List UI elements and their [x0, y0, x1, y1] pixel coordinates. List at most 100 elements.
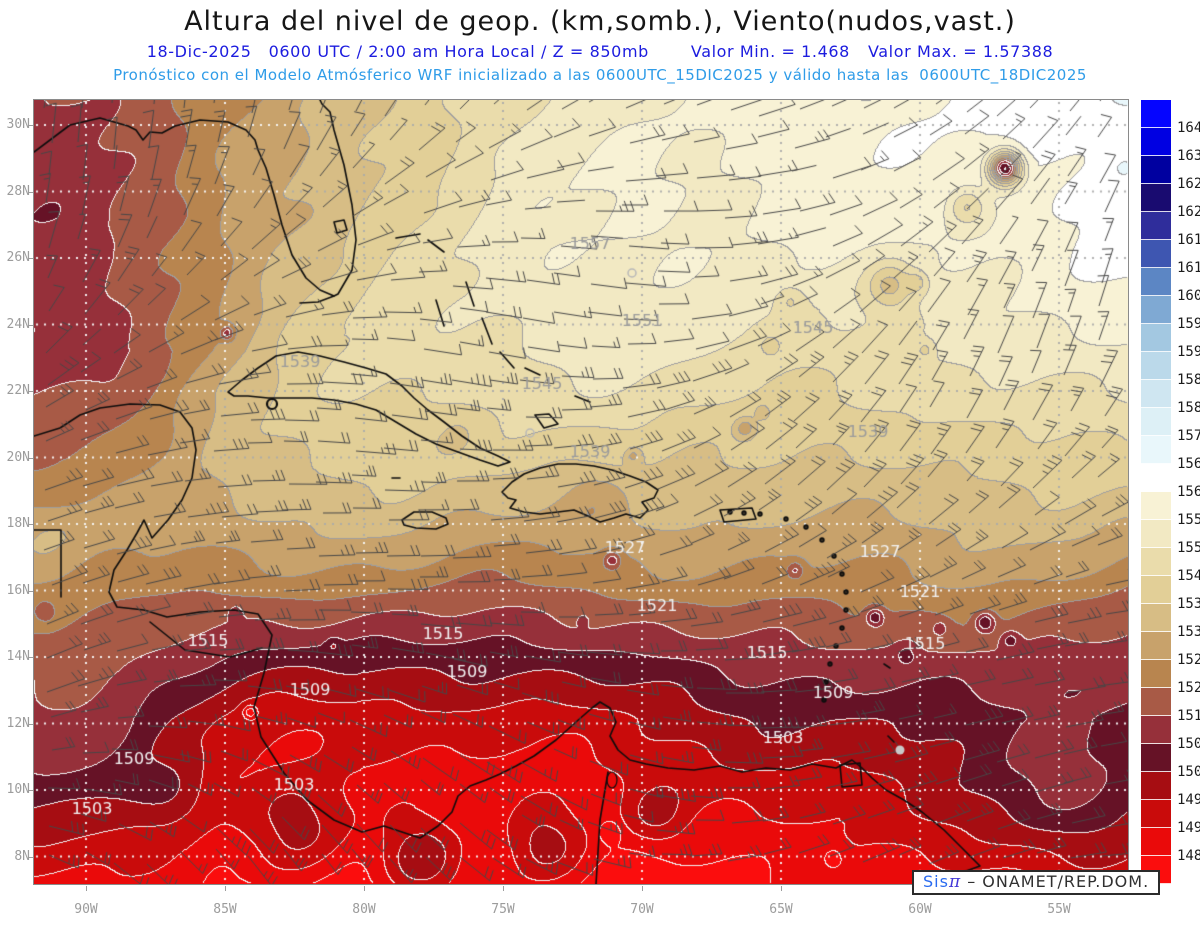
lat-label: 28N [6, 183, 30, 199]
colorbar-segment [1141, 744, 1171, 772]
colorbar-segment [1141, 100, 1171, 128]
colorbar-label: 1503 [1177, 764, 1200, 780]
lon-tick [364, 886, 365, 891]
watermark-sis: Sis [923, 872, 949, 891]
lon-label: 55W [1047, 902, 1071, 917]
value-min: Valor Min. = 1.468 [690, 42, 850, 61]
colorbar-label: 1599 [1177, 316, 1200, 332]
colorbar-segment [1141, 240, 1171, 268]
watermark-org: ONAMET/REP.DOM. [982, 872, 1150, 891]
lat-tick [28, 657, 33, 658]
colorbar-label: 1545 [1177, 568, 1200, 584]
colorbar-segment [1141, 212, 1171, 240]
colorbar-segment [1141, 576, 1171, 604]
colorbar-segment [1141, 716, 1171, 744]
lat-label: 12N [6, 715, 30, 731]
colorbar-label: 1539 [1177, 596, 1200, 612]
lon-tick [503, 886, 504, 891]
colorbar-label: 1629 [1177, 176, 1200, 192]
lat-label: 26N [6, 250, 30, 265]
colorbar-label: 1485 [1177, 848, 1200, 864]
colorbar-segment [1141, 296, 1171, 324]
colorbar-label: 1605 [1177, 288, 1200, 304]
lat-label: 8N [14, 848, 30, 864]
colorbar-label: 1593 [1177, 344, 1200, 360]
lat-tick [28, 324, 33, 326]
colorbar-segment [1141, 632, 1171, 660]
colorbar-segment [1141, 772, 1171, 800]
lon-label: 80W [352, 902, 376, 917]
lat-label: 16N [6, 582, 30, 598]
colorbar-segment [1141, 128, 1171, 156]
colorbar-segment [1141, 492, 1171, 520]
lat-label: 10N [6, 782, 30, 797]
subtitle-datetime: 18-Dic-2025 0600 UTC / 2:00 am Hora Loca… [146, 42, 649, 61]
lat-tick [28, 391, 33, 392]
lat-tick [28, 590, 33, 592]
subtitle-validity: 18-Dic-2025 0600 UTC / 2:00 am Hora Loca… [0, 42, 1200, 61]
colorbar-label: 1569 [1177, 456, 1200, 472]
colorbar-segment [1141, 436, 1171, 464]
watermark-badge: Sisπ – ONAMET/REP.DOM. [912, 870, 1161, 895]
map-area [33, 99, 1129, 885]
colorbar-segment [1141, 604, 1171, 632]
colorbar-segment [1141, 324, 1171, 352]
colorbar-segment [1141, 408, 1171, 436]
lat-tick [28, 524, 33, 525]
colorbar-label: 1527 [1177, 652, 1200, 668]
lat-label: 18N [6, 516, 30, 531]
page-title: Altura del nivel de geop. (km,somb.), Vi… [184, 6, 1016, 37]
lon-label: 85W [213, 902, 237, 917]
subtitle-model-info: Pronóstico con el Modelo Atmósferico WRF… [113, 66, 1087, 84]
value-max: Valor Max. = 1.57388 [867, 42, 1054, 61]
lat-tick [28, 258, 33, 259]
colorbar-label: 1515 [1177, 708, 1200, 724]
lat-label: 24N [6, 316, 30, 332]
lon-label: 65W [769, 902, 793, 917]
lon-label: 60W [908, 902, 932, 917]
colorbar-label: 1533 [1177, 624, 1200, 640]
colorbar-segment [1141, 352, 1171, 380]
colorbar-segment [1141, 464, 1171, 492]
colorbar-label: 1617 [1177, 232, 1200, 248]
colorbar-label: 1497 [1177, 792, 1200, 808]
colorbar-segment [1141, 156, 1171, 184]
lat-tick [28, 457, 33, 459]
lon-label: 70W [630, 902, 654, 917]
lat-label: 22N [6, 383, 30, 398]
colorbar-segment [1141, 800, 1171, 828]
lat-label: 20N [6, 449, 30, 465]
lat-tick [28, 790, 33, 791]
lon-tick [781, 886, 782, 891]
colorbar-label: 1587 [1177, 372, 1200, 388]
colorbar-segment [1141, 520, 1171, 548]
colorbar-segment [1141, 268, 1171, 296]
colorbar-segment [1141, 688, 1171, 716]
lat-label: 30N [6, 117, 30, 132]
lon-tick [86, 886, 87, 891]
colorbar-label: 1623 [1177, 204, 1200, 220]
colorbar-segment [1141, 660, 1171, 688]
lon-label: 90W [74, 902, 98, 917]
colorbar [1141, 100, 1171, 884]
colorbar-segment [1141, 380, 1171, 408]
lat-tick [28, 125, 33, 126]
colorbar-label: 1509 [1177, 736, 1200, 752]
lat-tick [28, 191, 33, 193]
lat-tick [28, 723, 33, 725]
colorbar-label: 1563 [1177, 484, 1200, 500]
colorbar-segment [1141, 828, 1171, 856]
lon-tick [225, 886, 226, 891]
map-canvas [34, 100, 1128, 884]
colorbar-label: 1635 [1177, 148, 1200, 164]
lon-label: 75W [491, 902, 515, 917]
colorbar-segment [1141, 548, 1171, 576]
colorbar-label: 1575 [1177, 428, 1200, 444]
